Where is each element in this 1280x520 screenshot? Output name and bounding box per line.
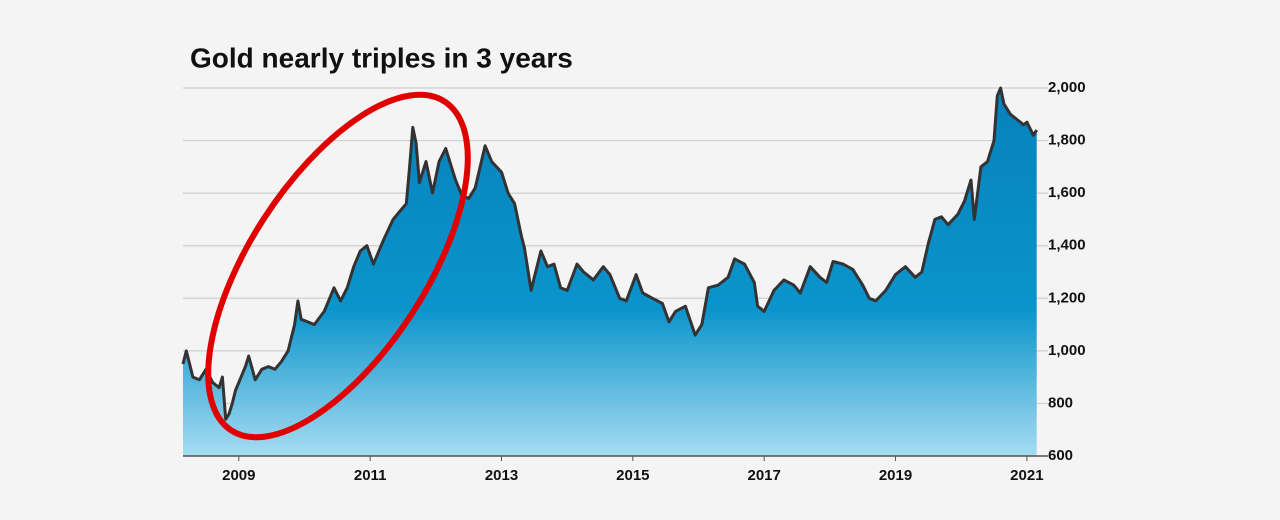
y-tick-label: 1,800 xyxy=(1048,132,1086,149)
x-tick-label: 2013 xyxy=(485,467,518,484)
y-tick-label: 800 xyxy=(1048,394,1073,411)
y-tick-label: 600 xyxy=(1048,447,1073,464)
x-tick-label: 2019 xyxy=(879,467,912,484)
y-tick-label: 1,400 xyxy=(1048,237,1086,254)
x-tick-label: 2017 xyxy=(747,467,780,484)
annotation-circle xyxy=(205,91,471,441)
y-tick-label: 1,600 xyxy=(1048,184,1086,201)
line xyxy=(181,86,1038,421)
x-tick-label: 2015 xyxy=(616,467,649,484)
x-tick-label: 2011 xyxy=(354,467,387,484)
x-tick-label: 2021 xyxy=(1010,467,1043,484)
y-tick-label: 1,200 xyxy=(1048,289,1086,306)
chart-title: Gold nearly triples in 3 years xyxy=(190,42,573,73)
x-tick-label: 2009 xyxy=(222,467,255,484)
area xyxy=(183,88,1037,456)
y-tick-label: 1,000 xyxy=(1048,342,1086,359)
red-ellipse xyxy=(205,91,471,441)
y-tick-label: 2,000 xyxy=(1048,79,1086,96)
